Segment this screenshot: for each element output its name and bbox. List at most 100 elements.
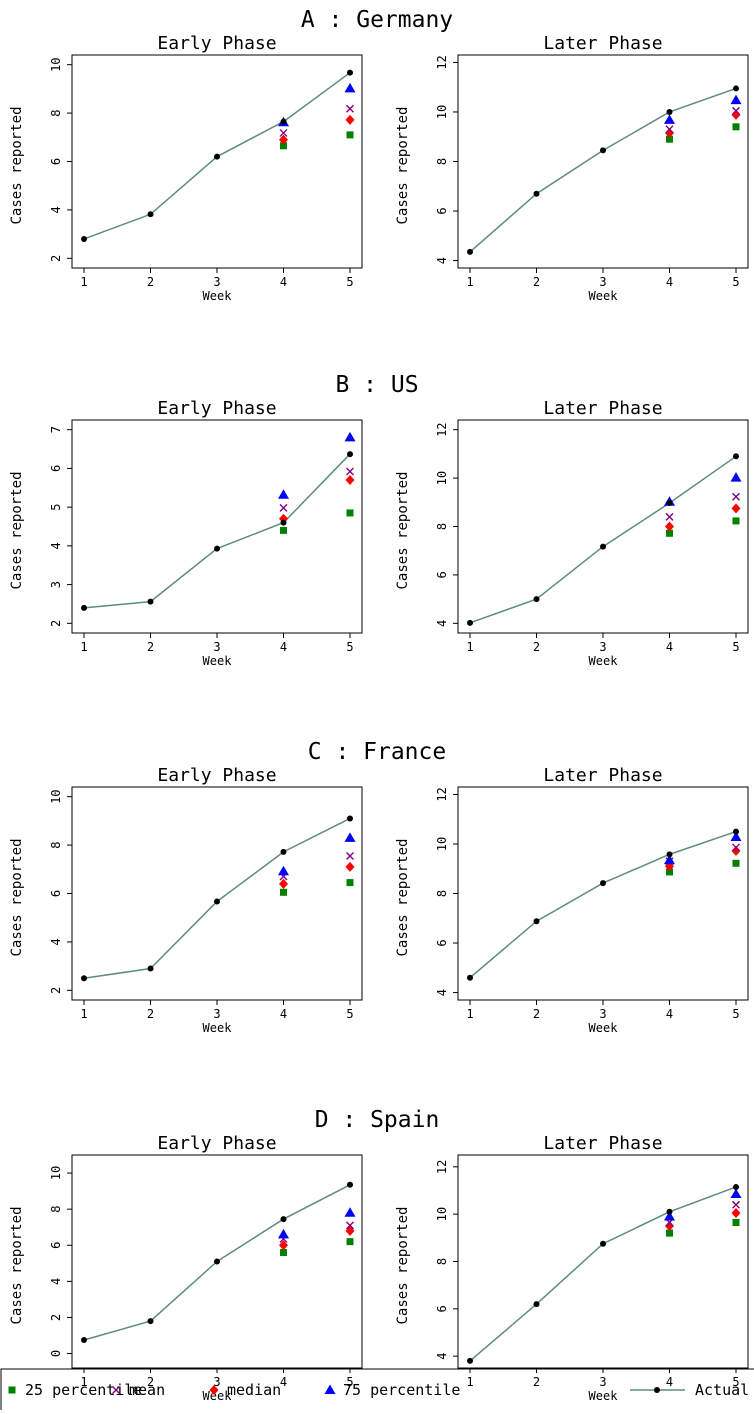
y-tick-label: 4 [435,620,449,627]
point-median [665,521,674,532]
y-axis-label: Cases reported [395,106,411,224]
subplot-title: Early Phase [157,398,276,419]
x-tick-label: 5 [346,1007,353,1021]
point-actual [214,545,220,552]
point-actual [214,153,220,160]
point-mean [279,503,288,512]
y-tick-label: 12 [435,787,449,801]
legend-label: 75 percentile [343,1381,460,1399]
point-actual [347,451,353,458]
point-actual [666,500,673,507]
y-tick-label: 2 [49,1314,63,1321]
x-axis-label: Week [589,1021,619,1035]
series-line-actual [469,87,737,253]
plot-frame [457,54,749,269]
point-25-percentile [346,879,354,887]
chart-panel-7: Early Phase 1 2 3 4 5 Week 0 2 4 6 8 10 Cases reporte… [9,1133,363,1403]
point-mean [346,851,354,860]
x-tick-label: 3 [213,1375,220,1389]
x-tick-label: 1 [80,640,87,654]
point-actual [733,453,739,460]
y-tick-label: 10 [435,837,449,851]
subplot-title: Later Phase [543,33,662,54]
y-tick-label: 2 [49,987,63,994]
subplot-title: Early Phase [157,765,276,786]
point-actual [147,598,154,605]
legend-label: Actual [695,1381,749,1399]
point-actual [666,1208,673,1215]
point-75-percentile [664,114,675,124]
y-tick-label: 10 [49,57,63,71]
plot-frame [71,54,363,269]
x-tick-label: 3 [599,275,606,289]
point-actual [280,118,287,125]
point-actual [147,965,154,972]
point-75-percentile [730,472,742,482]
series-line-actual [83,453,351,609]
subplot-title: Early Phase [157,1133,276,1154]
point-actual [347,1181,353,1188]
x-axis-label: Week [203,654,233,668]
point-actual [214,898,220,905]
x-axis-label: Week [589,289,619,303]
y-tick-label: 2 [49,255,63,262]
x-tick-label: 1 [466,640,473,654]
x-tick-label: 4 [666,1007,673,1021]
y-axis-label: Cases reported [9,1206,25,1324]
point-actual [280,848,287,855]
point-75-percentile [664,854,675,865]
x-tick-label: 2 [533,1007,540,1021]
legend-label: 25 percentile [25,1381,142,1399]
point-actual [666,851,673,858]
y-tick-label: 10 [49,1166,63,1180]
x-tick-label: 1 [80,1375,87,1389]
point-25-percentile [732,123,740,131]
point-median [731,1207,741,1218]
x-tick-label: 5 [346,1375,353,1389]
legend-item-mean: mean [112,1381,165,1399]
x-tick-label: 4 [666,275,673,289]
y-tick-label: 10 [435,105,449,119]
point-median [665,128,674,139]
x-tick-label: 3 [599,1375,606,1389]
point-actual [600,147,606,154]
series-line-actual [83,817,351,979]
point-actual [81,975,87,982]
point-75-percentile [664,1211,675,1221]
chart-panel-5: Early Phase 1 2 3 4 5 Week 2 4 6 8 10 Cases reported [9,765,363,1035]
point-mean [279,128,288,137]
point-actual [81,604,87,611]
subplot-title: Later Phase [543,398,662,419]
y-tick-label: 6 [435,939,449,946]
y-axis-label: Cases reported [9,106,25,224]
x-tick-label: 1 [466,275,473,289]
x-tick-label: 4 [280,640,287,654]
point-actual [347,69,353,76]
legend-dot-symbol [654,1387,660,1393]
series-line-actual [469,830,737,979]
point-25-percentile [666,868,673,876]
panel-title: B : US [335,372,418,398]
plot-frame [457,786,749,1001]
point-25-percentile [346,509,354,517]
x-tick-label: 5 [346,640,353,654]
point-median [279,878,288,889]
point-75-percentile [344,1207,356,1217]
y-axis-label: Cases reported [395,471,411,589]
point-actual [81,235,87,242]
plot-frame [71,419,363,634]
y-tick-label: 6 [435,1305,449,1312]
point-median [345,475,355,486]
y-tick-label: 3 [49,581,63,588]
y-tick-label: 8 [435,158,449,165]
x-tick-label: 3 [213,275,220,289]
chart-panel-1: Early Phase 1 2 3 4 5 Week 2 4 6 8 10 Cases reported [9,33,363,303]
point-median [731,503,741,514]
x-axis-label: Week [589,1389,619,1403]
point-median [345,1225,355,1236]
